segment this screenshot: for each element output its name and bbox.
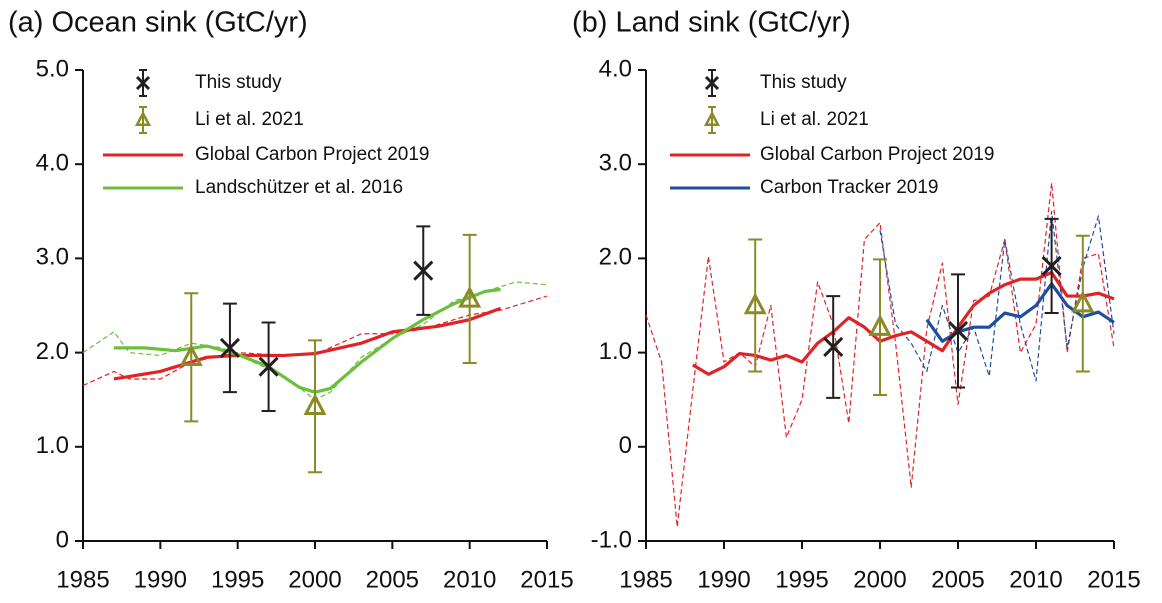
legend-label: Global Carbon Project 2019 (195, 144, 429, 165)
legend-marker (134, 110, 152, 127)
legend-label: Li et al. 2021 (760, 109, 869, 130)
x-tick-label: 2000 (853, 566, 906, 593)
legend-item: This study (135, 69, 282, 97)
y-tick-label: 4.0 (36, 150, 69, 177)
panel: (a) Ocean sink (GtC/yr) 0 1.0 2.0 3.0 4.0 5.0 1… (8, 7, 574, 594)
legend-item: Li et al. 2021 (703, 106, 869, 134)
legend-label: Global Carbon Project 2019 (760, 144, 994, 165)
y-tick-label: 3.0 (36, 244, 69, 271)
error-bar (1075, 234, 1090, 373)
error-bar (308, 339, 322, 474)
error-bar (184, 292, 199, 423)
marker (258, 356, 279, 377)
marker (413, 260, 434, 281)
x-tick-label: 1985 (56, 566, 109, 593)
panel: (b) Land sink (GtC/yr) -1.0 0 1.0 2.0 3.0 4.0 1… (572, 7, 1141, 594)
error-bar (748, 238, 763, 373)
legend-label: Li et al. 2021 (195, 109, 304, 130)
marker (947, 320, 969, 341)
y-tick-label: 2.0 (599, 244, 632, 271)
marker (868, 314, 892, 336)
x-tick-label: 2010 (1009, 566, 1062, 593)
legend-item: Li et al. 2021 (134, 106, 304, 134)
marker (823, 336, 844, 358)
x-tick-label: 2015 (520, 566, 573, 593)
x-tick-label: 2005 (931, 566, 984, 593)
line (113, 287, 501, 394)
x-tick-label: 2010 (443, 566, 496, 593)
y-tick-label: 1.0 (36, 432, 69, 459)
y-tick-label: 1.0 (599, 338, 632, 365)
y-tick-label: -1.0 (591, 526, 632, 553)
marker (179, 344, 203, 367)
chart-title: (a) Ocean sink (GtC/yr) (8, 7, 308, 39)
y-tick-label: 3.0 (599, 150, 632, 177)
marker (1041, 255, 1062, 276)
x-tick-label: 1995 (775, 566, 828, 593)
x-tick-label: 1985 (619, 566, 672, 593)
error-bar (873, 258, 887, 396)
y-tick-label: 0 (56, 526, 69, 553)
legend-label: Landschützer et al. 2016 (195, 177, 403, 198)
x-tick-label: 1990 (697, 566, 750, 593)
y-tick-label: 4.0 (599, 55, 632, 82)
x-tick-label: 2015 (1087, 566, 1140, 593)
legend-label: This study (760, 72, 847, 93)
legend-item: Global Carbon Project 2019 (103, 144, 429, 165)
legend-item: This study (704, 69, 847, 97)
dashed-line (645, 182, 1115, 528)
marker (219, 337, 240, 358)
legend-marker (135, 75, 151, 91)
legend-item: Landschützer et al. 2016 (103, 177, 403, 198)
chart-title: (b) Land sink (GtC/yr) (572, 7, 851, 39)
legend-item: Global Carbon Project 2019 (670, 144, 994, 165)
y-tick-label: 0 (619, 432, 632, 459)
x-tick-label: 1995 (211, 566, 264, 593)
y-tick-label: 2.0 (36, 338, 69, 365)
legend-label: Carbon Tracker 2019 (760, 177, 939, 198)
legend-marker (704, 75, 720, 91)
marker (458, 285, 482, 308)
marker (743, 292, 767, 315)
legend-item: Carbon Tracker 2019 (670, 177, 939, 198)
marker (1071, 290, 1095, 313)
x-tick-label: 2005 (366, 566, 419, 593)
line (113, 306, 502, 381)
y-tick-label: 5.0 (36, 55, 69, 82)
legend-label: This study (195, 72, 282, 93)
x-tick-label: 2000 (288, 566, 341, 593)
x-tick-label: 1990 (134, 566, 187, 593)
legend-marker (703, 110, 721, 127)
dashed-line (879, 210, 1115, 382)
marker (303, 393, 327, 415)
error-bar (462, 233, 477, 364)
